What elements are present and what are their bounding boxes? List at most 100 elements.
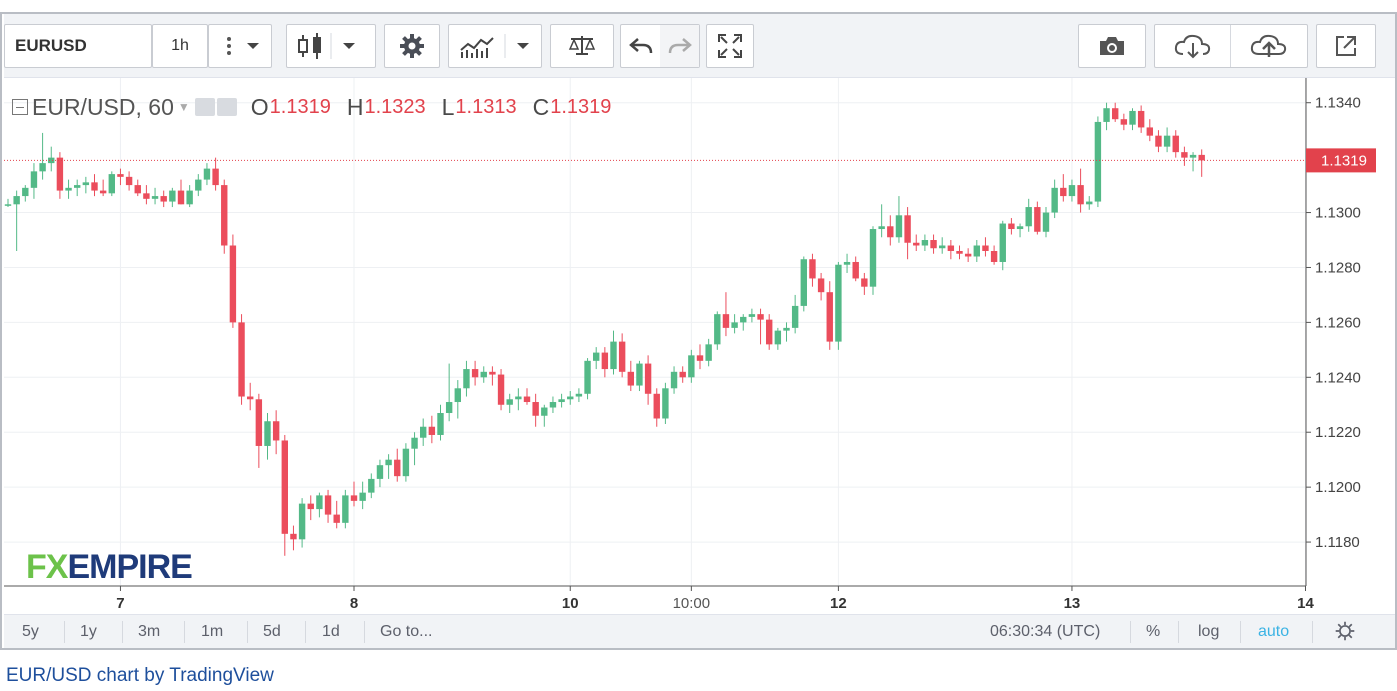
candle-body (1163, 135, 1171, 147)
high-value: 1.1323 (364, 95, 426, 118)
utc-clock[interactable]: 06:30:34 (UTC) (990, 623, 1101, 640)
candle-body (463, 369, 470, 389)
legend-symbol[interactable]: EUR/USD, 60 (32, 93, 174, 120)
candle (333, 500, 340, 529)
cloud-group (1154, 24, 1308, 68)
candle-body (1198, 154, 1205, 161)
candle-body (281, 440, 288, 534)
candle-body (1008, 223, 1015, 230)
symbol-search-input[interactable]: EURUSD (4, 24, 152, 68)
candle (627, 360, 634, 392)
candle (791, 294, 799, 334)
chart-settings-button[interactable] (1334, 620, 1356, 647)
candle (644, 355, 652, 405)
close-value: 1.1319 (550, 95, 612, 118)
compare-button[interactable] (550, 24, 614, 68)
candle (108, 171, 115, 197)
candle-body (947, 245, 955, 251)
candle (195, 174, 202, 197)
candle (947, 240, 955, 260)
candlestick-chart[interactable]: 1.1180 1.1200 1.1220 1.1240 1.1260 1.1280 1.13… (4, 78, 1395, 614)
candle (264, 413, 271, 460)
candle (39, 132, 46, 180)
price-tick-label: 1.1180 (1315, 534, 1360, 551)
range-1y-button[interactable]: 1y (80, 623, 97, 640)
go-to-date-button[interactable]: Go to... (380, 623, 433, 640)
candle-body (342, 495, 349, 523)
candle-body (445, 402, 453, 414)
candle-body (117, 174, 124, 177)
range-1m-button[interactable]: 1m (201, 623, 224, 640)
candle-body (108, 174, 115, 194)
candle (532, 393, 539, 427)
candle-body (272, 421, 280, 441)
save-chart-button[interactable] (1231, 25, 1307, 67)
indicators-button[interactable] (448, 24, 542, 68)
open-value: 1.1319 (269, 95, 331, 118)
candle-body (290, 533, 297, 540)
symbol-text: EURUSD (15, 36, 87, 55)
candle (376, 459, 384, 488)
candle (463, 360, 470, 397)
chart-attribution-link[interactable]: EUR/USD chart by TradingView (6, 665, 274, 686)
load-chart-button[interactable] (1155, 25, 1231, 67)
cloud-upload-icon (1250, 34, 1287, 57)
price-axis[interactable]: 1.1180 1.1200 1.1220 1.1240 1.1260 1.1280 1.13… (1306, 95, 1361, 551)
chart-widget: EURUSD 1h (0, 12, 1397, 650)
chart-pane[interactable]: 1.1180 1.1200 1.1220 1.1240 1.1260 1.1280 1.13… (4, 78, 1395, 614)
candle-body (125, 176, 133, 186)
time-axis[interactable]: 7 8 10 10:00 12 13 14 (116, 586, 1314, 612)
fullscreen-button[interactable] (706, 24, 754, 68)
range-5y-button[interactable]: 5y (22, 623, 39, 640)
candles (4, 102, 1205, 556)
candle-body (1120, 119, 1128, 125)
candle (290, 525, 297, 551)
candle-body (437, 413, 444, 435)
percent-scale-toggle[interactable]: % (1146, 623, 1161, 640)
interval-dropdown[interactable] (208, 24, 272, 68)
eye-icon[interactable] (194, 98, 215, 116)
chevron-down-icon[interactable]: ▼ (177, 100, 190, 114)
candle (298, 498, 306, 548)
candle (1163, 127, 1171, 153)
candle (636, 360, 643, 392)
collapse-legend-icon[interactable] (12, 99, 28, 115)
range-3m-button[interactable]: 3m (138, 623, 161, 640)
candle-body (160, 196, 167, 202)
log-scale-toggle[interactable]: log (1198, 623, 1220, 640)
candle-body (549, 402, 557, 408)
candle (567, 391, 574, 405)
candle-body (56, 157, 64, 191)
candle-body (169, 190, 176, 202)
candle-body (532, 402, 539, 416)
open-in-new-window-button[interactable] (1316, 24, 1376, 68)
candle-body (99, 190, 107, 194)
candle-body (471, 369, 479, 378)
candle (852, 256, 859, 282)
indicators-icon (460, 34, 529, 58)
candle-body (826, 292, 833, 342)
interval-button[interactable]: 1h (152, 24, 208, 68)
chart-type-button[interactable] (286, 24, 376, 68)
candle-body (1103, 108, 1110, 122)
snapshot-button[interactable] (1078, 24, 1146, 68)
range-1d-button[interactable]: 1d (322, 623, 340, 640)
redo-button[interactable] (660, 25, 699, 67)
candle-body (774, 330, 782, 345)
candle-body (13, 196, 20, 205)
undo-button[interactable] (621, 25, 660, 67)
auto-scale-toggle[interactable]: auto (1258, 623, 1290, 640)
candle-body (255, 399, 263, 446)
candle (774, 327, 782, 350)
settings-button[interactable] (384, 24, 440, 68)
candle-body (454, 388, 461, 403)
candle-body (861, 278, 868, 287)
candle (1008, 218, 1015, 235)
candle (65, 179, 72, 199)
gear-small-icon[interactable] (216, 98, 237, 116)
candle-body (956, 250, 963, 254)
range-5d-button[interactable]: 5d (263, 623, 281, 640)
candle (921, 234, 929, 251)
candle-body (1034, 207, 1041, 232)
candle (817, 272, 825, 301)
